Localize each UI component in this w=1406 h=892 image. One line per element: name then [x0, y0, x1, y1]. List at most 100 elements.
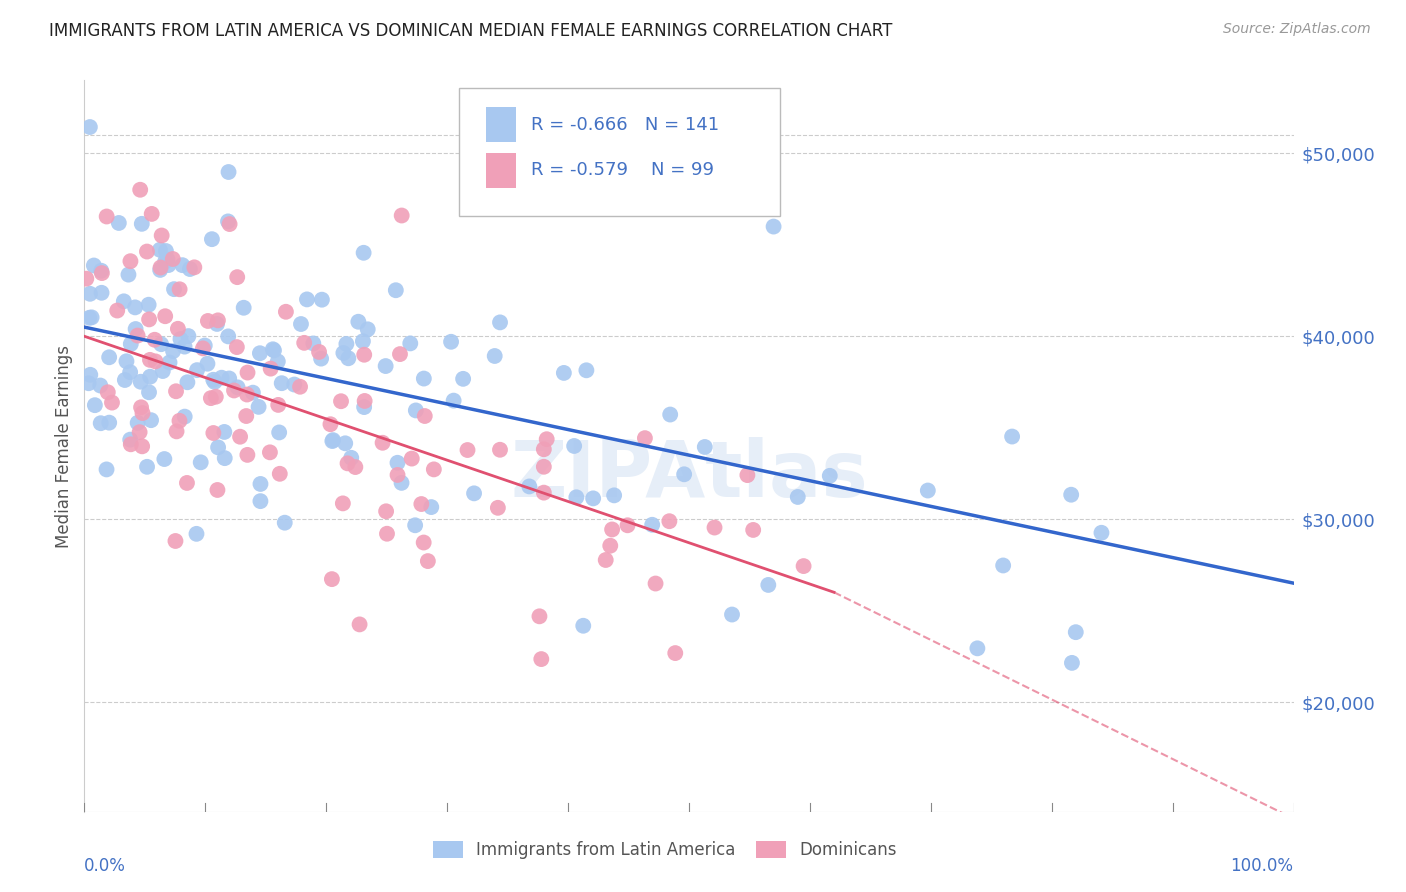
Point	[150, 228, 173, 243]
Point	[659, 408, 682, 422]
Point	[553, 366, 575, 380]
Point	[917, 483, 939, 498]
Point	[457, 443, 479, 458]
Point	[128, 425, 150, 439]
Point	[172, 258, 194, 272]
Point	[966, 641, 988, 656]
Point	[96, 210, 118, 224]
Point	[374, 359, 396, 373]
Point	[391, 475, 413, 490]
Point	[90, 266, 112, 280]
Point	[249, 477, 271, 491]
Point	[202, 425, 225, 440]
Point	[242, 385, 264, 400]
Point	[129, 375, 152, 389]
Point	[332, 346, 354, 360]
Point	[127, 416, 149, 430]
Point	[207, 483, 229, 497]
Point	[269, 425, 291, 440]
Point	[204, 390, 226, 404]
Point	[262, 343, 284, 357]
Point	[96, 462, 118, 476]
Point	[217, 329, 239, 343]
Point	[420, 500, 443, 514]
Point	[263, 343, 285, 358]
Point	[371, 435, 394, 450]
Point	[138, 312, 160, 326]
Point	[183, 260, 205, 275]
Point	[120, 437, 142, 451]
Point	[693, 440, 716, 454]
Point	[98, 351, 121, 365]
Point	[357, 322, 380, 336]
Point	[129, 401, 152, 415]
Point	[440, 334, 463, 349]
Point	[423, 462, 446, 476]
Point	[562, 439, 585, 453]
Point	[131, 217, 153, 231]
Point	[79, 286, 101, 301]
Point	[330, 394, 353, 409]
Y-axis label: Median Female Earnings: Median Female Earnings	[55, 344, 73, 548]
Point	[166, 425, 188, 439]
Point	[153, 310, 176, 324]
Point	[340, 450, 363, 465]
Point	[117, 268, 139, 282]
Point	[533, 459, 555, 474]
Point	[308, 345, 330, 359]
Point	[120, 337, 142, 351]
Point	[1064, 625, 1087, 640]
Point	[79, 310, 101, 325]
Point	[236, 448, 259, 462]
Point	[155, 244, 177, 258]
Point	[204, 375, 226, 389]
Point	[353, 394, 375, 409]
Point	[387, 467, 409, 482]
Point	[991, 558, 1014, 573]
Text: 100.0%: 100.0%	[1230, 857, 1294, 875]
Point	[391, 209, 413, 223]
Point	[214, 425, 236, 439]
Point	[150, 337, 173, 351]
Point	[207, 441, 229, 455]
Point	[321, 572, 343, 586]
Point	[131, 406, 153, 420]
Point	[173, 409, 195, 424]
Point	[416, 554, 439, 568]
Point	[1060, 656, 1083, 670]
Point	[162, 252, 184, 266]
Point	[83, 259, 105, 273]
Point	[131, 439, 153, 453]
Point	[703, 520, 725, 534]
Point	[486, 500, 509, 515]
Point	[214, 451, 236, 466]
Point	[260, 361, 283, 376]
Point	[603, 488, 626, 502]
Point	[405, 403, 427, 417]
FancyBboxPatch shape	[460, 87, 780, 216]
Point	[200, 391, 222, 405]
Point	[336, 456, 359, 470]
Point	[533, 485, 555, 500]
Point	[404, 518, 426, 533]
Point	[793, 559, 815, 574]
Point	[90, 264, 112, 278]
Point	[202, 373, 225, 387]
Point	[353, 245, 375, 260]
Point	[533, 442, 555, 457]
Point	[138, 298, 160, 312]
Point	[644, 576, 666, 591]
Point	[225, 340, 247, 354]
Point	[190, 455, 212, 469]
Point	[641, 517, 664, 532]
Point	[721, 607, 744, 622]
Point	[463, 486, 485, 500]
Point	[737, 468, 759, 483]
Point	[173, 340, 195, 354]
Point	[145, 354, 167, 368]
Point	[136, 244, 159, 259]
Point	[179, 262, 201, 277]
Point	[218, 217, 240, 231]
Point	[536, 432, 558, 446]
Point	[90, 285, 112, 300]
